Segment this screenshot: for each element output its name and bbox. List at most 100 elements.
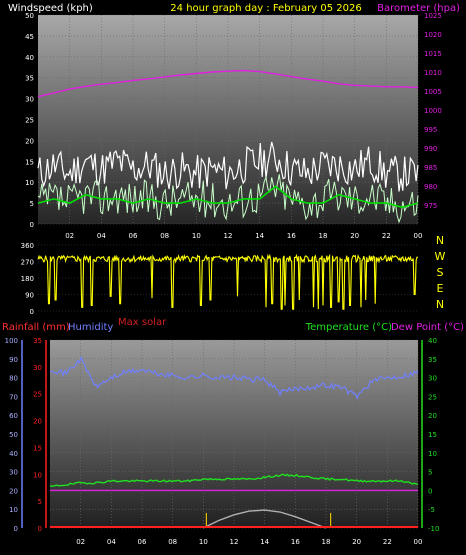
humidity-tick-label: 70	[9, 393, 18, 401]
direction-tick-label: 0	[30, 308, 34, 316]
x-tick-label: 20	[350, 232, 359, 240]
temperature-tick-label: -5	[428, 506, 435, 514]
rainfall-tick-label: 5	[38, 498, 42, 506]
x-tick-label: 08	[160, 232, 169, 240]
x-tick-label: 14	[255, 232, 264, 240]
x-tick-label: 10	[199, 538, 208, 546]
windspeed-tick-label: 35	[25, 75, 34, 83]
wind-speed-line	[37, 174, 419, 224]
barometer-tick-label: 975	[424, 202, 437, 210]
x-tick-label: 18	[319, 232, 328, 240]
humidity-axis: 0 10 20 30 40 50 60 70 80 90 100	[5, 337, 23, 533]
windspeed-tick-label: 30	[25, 96, 34, 104]
barometer-tick-label: 990	[424, 145, 437, 153]
barometer-tick-label: 985	[424, 164, 437, 172]
x-tick-label: 22	[383, 538, 392, 546]
wind-average-line	[37, 185, 419, 209]
wind-direction-line	[37, 253, 419, 310]
x-tick-label: 16	[291, 538, 300, 546]
barometer-tick-label: 1015	[424, 50, 442, 58]
windspeed-tick-label: 10	[25, 179, 34, 187]
windspeed-tick-label: 40	[25, 54, 34, 62]
temperature-axis: -10 -5 0 5 10 15 20 25 30 35 40	[421, 337, 439, 533]
humidity-tick-label: 100	[5, 337, 18, 345]
compass-label: W	[435, 250, 446, 263]
x-tick-label: 12	[224, 232, 233, 240]
graph-title: 24 hour graph day : February 05 2026	[170, 3, 361, 14]
rainfall-tick-label: 30	[33, 364, 42, 372]
rainfall-tick-label: 20	[33, 418, 42, 426]
x-tick-label: 18	[322, 538, 331, 546]
temperature-tick-label: 20	[428, 412, 437, 420]
windspeed-tick-label: 5	[30, 200, 34, 208]
rainfall-tick-label: 25	[33, 391, 42, 399]
x-tick-label: 02	[65, 232, 74, 240]
barometer-line	[37, 69, 419, 98]
x-tick-label: 16	[287, 232, 296, 240]
max-solar-line	[202, 509, 327, 529]
x-tick-label: 06	[138, 538, 147, 546]
x-tick-label: 00	[414, 232, 423, 240]
direction-tick-label: 90	[25, 292, 34, 300]
barometer-tick-label: 1005	[424, 88, 442, 96]
x-tick-label: 02	[76, 538, 85, 546]
wind-panel-x-axis: 02 04 06 08 10 12 14 16 18 20 22 00	[65, 232, 422, 240]
rainfall-tick-label: 15	[33, 444, 42, 452]
wind-gust-line	[37, 141, 419, 192]
rainfall-tick-label: 35	[33, 337, 42, 345]
rainfall-title: Rainfall (mm)	[2, 322, 70, 333]
direction-tick-label: 360	[21, 242, 34, 250]
barometer-title: Barometer (hpa)	[377, 3, 460, 14]
direction-panel-grid	[38, 244, 418, 312]
max-solar-label: Max solar	[118, 317, 167, 328]
compass-label: E	[437, 282, 444, 295]
temperature-tick-label: 15	[428, 431, 437, 439]
temperature-tick-label: -10	[428, 525, 439, 533]
humidity-tick-label: 0	[14, 525, 18, 533]
humidity-tick-label: 60	[9, 412, 18, 420]
windspeed-tick-label: 25	[25, 117, 34, 125]
compass-label: N	[436, 234, 444, 247]
dew-point-title: Dew Point (°C)	[391, 322, 464, 333]
direction-series	[37, 253, 419, 310]
humidity-tick-label: 80	[9, 375, 18, 383]
humidity-tick-label: 50	[9, 431, 18, 439]
temperature-tick-label: 30	[428, 375, 437, 383]
humidity-tick-label: 90	[9, 356, 18, 364]
humidity-tick-label: 40	[9, 450, 18, 458]
x-tick-label: 08	[168, 538, 177, 546]
windspeed-title: Windspeed (kph)	[8, 3, 93, 14]
temp-panel-x-axis: 02 04 06 08 10 12 14 16 18 20 22 00	[76, 538, 422, 546]
temperature-tick-label: 10	[428, 450, 437, 458]
rainfall-tick-label: 0	[38, 525, 42, 533]
temperature-tick-label: 0	[428, 487, 432, 495]
temperature-tick-label: 40	[428, 337, 437, 345]
compass-label: N	[436, 298, 444, 311]
windspeed-tick-label: 50	[25, 12, 34, 20]
x-tick-label: 04	[97, 232, 106, 240]
x-tick-label: 10	[192, 232, 201, 240]
barometer-tick-label: 1000	[424, 107, 442, 115]
windspeed-tick-label: 15	[25, 158, 34, 166]
barometer-tick-label: 980	[424, 183, 437, 191]
x-tick-label: 04	[107, 538, 116, 546]
x-tick-label: 20	[352, 538, 361, 546]
humidity-title: Humidity	[68, 322, 113, 333]
humidity-tick-label: 30	[9, 469, 18, 477]
direction-degree-axis: 0 90 180 270 360	[21, 242, 34, 316]
x-tick-label: 06	[129, 232, 138, 240]
temperature-tick-label: 5	[428, 469, 432, 477]
humidity-line	[49, 355, 419, 400]
barometer-tick-label: 1025	[424, 12, 442, 20]
direction-tick-label: 180	[21, 275, 34, 283]
temp-panel-series	[49, 355, 419, 529]
compass-label: S	[437, 266, 444, 279]
x-tick-label: 14	[260, 538, 269, 546]
temperature-tick-label: 35	[428, 356, 437, 364]
barometer-tick-label: 995	[424, 126, 437, 134]
wind-panel-series	[37, 69, 419, 224]
barometer-tick-label: 1010	[424, 69, 442, 77]
x-tick-label: 22	[382, 232, 391, 240]
temperature-title: Temperature (°C)	[305, 322, 392, 333]
